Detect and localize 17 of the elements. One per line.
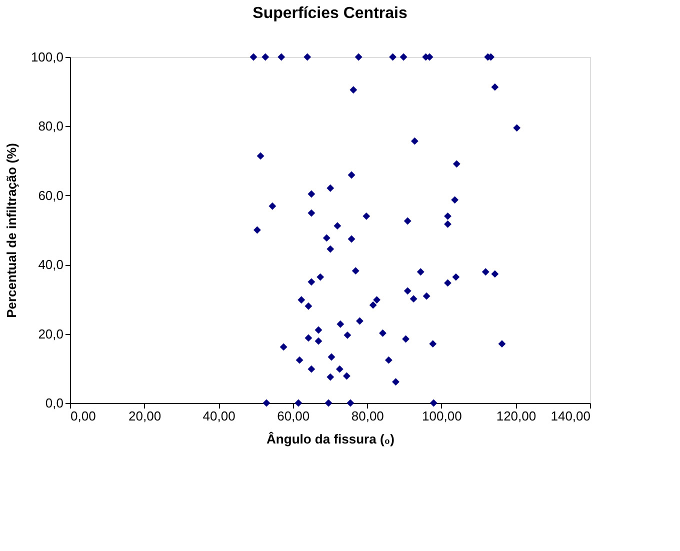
y-tick-label: 20,0: [38, 326, 64, 342]
x-tick-label: 100,00: [422, 408, 462, 424]
x-tick-label: 80,00: [351, 408, 384, 424]
y-tick-label: 40,0: [38, 257, 64, 272]
chart-title: Superfícies Centrais: [252, 5, 408, 22]
x-tick-label: 120,00: [496, 408, 536, 424]
x-tick-label: 40,00: [202, 408, 236, 424]
x-tick-label: 20,00: [128, 408, 162, 424]
x-tick-label: 60,00: [277, 408, 310, 424]
y-tick-label: 0,0: [45, 396, 64, 410]
y-axis-title: Percentual de infiltração (%): [4, 143, 19, 318]
y-tick-label: 100,0: [30, 50, 64, 64]
y-tick-label: 60,0: [38, 188, 64, 203]
y-tick-label: 80,0: [38, 118, 64, 134]
x-tick-label: 140,00: [550, 408, 590, 424]
x-tick-label: 0,00: [70, 408, 96, 424]
x-axis-title: Ângulo da fissura (₀): [266, 432, 394, 446]
